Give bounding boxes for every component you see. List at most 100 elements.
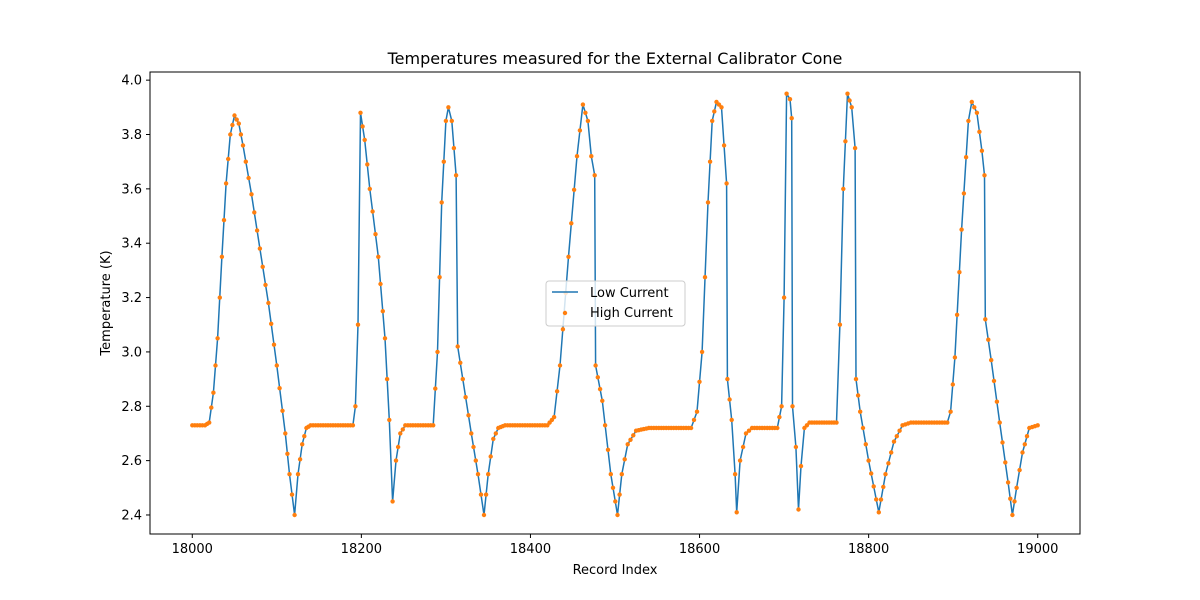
high-current-point: [475, 472, 481, 477]
high-current-point: [966, 118, 971, 124]
high-current-point: [595, 375, 600, 380]
high-current-point: [1035, 423, 1040, 428]
high-current-point: [228, 132, 233, 137]
high-current-point: [395, 444, 401, 450]
high-current-point: [292, 512, 297, 518]
high-current-point: [580, 102, 586, 107]
high-current-point: [1000, 440, 1005, 445]
high-current-point: [458, 360, 463, 365]
y-tick-label: 3.4: [121, 237, 142, 252]
plot-frame: [149, 71, 1081, 535]
high-current-point: [1024, 434, 1030, 439]
high-current-point: [784, 91, 789, 96]
high-current-point: [355, 322, 361, 327]
high-current-point: [796, 507, 801, 512]
high-current-point: [367, 186, 372, 192]
high-current-point: [847, 98, 852, 103]
high-current-point: [441, 159, 446, 164]
high-current-point: [488, 454, 493, 459]
high-current-point: [382, 336, 388, 341]
high-current-point: [491, 436, 496, 442]
high-current-point: [297, 457, 303, 462]
high-current-point: [451, 145, 457, 151]
high-current-point: [217, 295, 222, 300]
high-current-point: [721, 143, 727, 148]
high-current-point: [798, 463, 804, 469]
legend: Low Current High Current: [545, 280, 686, 327]
high-current-point: [431, 423, 436, 428]
high-current-point: [373, 232, 378, 237]
high-current-point: [252, 210, 257, 215]
high-current-point: [691, 417, 697, 423]
high-current-point: [729, 417, 734, 423]
high-current-point: [858, 409, 863, 414]
high-current-point: [360, 124, 365, 129]
high-current-point: [699, 349, 705, 355]
high-current-point: [979, 148, 985, 153]
high-current-point: [743, 431, 749, 436]
high-current-point: [625, 442, 630, 447]
high-current-point: [834, 420, 839, 425]
high-current-point: [775, 425, 780, 431]
high-current-point: [837, 322, 843, 327]
high-current-point: [274, 363, 279, 368]
x-tick-label: 18600: [679, 542, 720, 557]
high-current-point: [843, 139, 848, 144]
high-current-point: [249, 192, 254, 197]
high-current-point: [376, 254, 381, 259]
high-current-point: [213, 363, 218, 368]
high-current-point: [746, 428, 752, 433]
high-current-point: [365, 162, 370, 167]
high-current-point: [238, 132, 244, 137]
high-current-point: [1022, 442, 1027, 447]
high-current-point: [226, 156, 231, 162]
high-current-point: [869, 471, 874, 476]
high-current-point: [876, 510, 881, 515]
high-current-point: [455, 344, 460, 349]
high-current-point: [433, 386, 438, 391]
high-current-point: [483, 492, 489, 497]
high-current-point: [622, 457, 627, 462]
y-axis-label: Temperature (K): [99, 250, 114, 356]
high-current-point: [370, 209, 375, 214]
legend-high-current-label: High Current: [590, 306, 673, 321]
high-current-point: [287, 472, 292, 477]
high-current-point: [737, 458, 743, 463]
high-current-point: [897, 428, 902, 433]
high-current-point: [613, 499, 618, 504]
high-current-point: [221, 217, 227, 223]
high-current-point: [271, 342, 277, 347]
high-current-point: [236, 121, 241, 126]
high-current-point: [1012, 499, 1017, 504]
x-axis-label: Record Index: [573, 563, 658, 578]
high-current-point: [881, 484, 886, 490]
high-current-point: [874, 497, 879, 502]
high-current-point: [969, 99, 974, 105]
high-current-point: [460, 376, 465, 382]
high-current-point: [719, 105, 724, 110]
high-current-point: [889, 450, 894, 455]
high-current-point: [219, 254, 225, 259]
high-current-point: [845, 91, 850, 96]
high-current-point: [894, 434, 899, 439]
high-current-point: [387, 417, 392, 423]
high-current-point: [849, 105, 854, 110]
high-current-point: [610, 485, 616, 490]
high-current-point: [554, 389, 560, 394]
high-current-point: [986, 337, 991, 342]
high-current-point: [230, 122, 235, 128]
high-current-point: [439, 200, 444, 205]
high-current-point: [863, 442, 868, 447]
high-current-point: [453, 173, 459, 178]
high-current-point: [473, 458, 478, 463]
high-current-point: [963, 155, 969, 160]
high-current-point: [855, 393, 861, 398]
x-tick-label: 18800: [848, 542, 889, 557]
high-current-point: [560, 327, 566, 332]
high-current-point: [569, 221, 574, 226]
high-current-point: [300, 442, 305, 447]
high-current-point: [557, 363, 563, 368]
high-current-point: [983, 317, 988, 322]
high-current-point: [211, 390, 216, 395]
